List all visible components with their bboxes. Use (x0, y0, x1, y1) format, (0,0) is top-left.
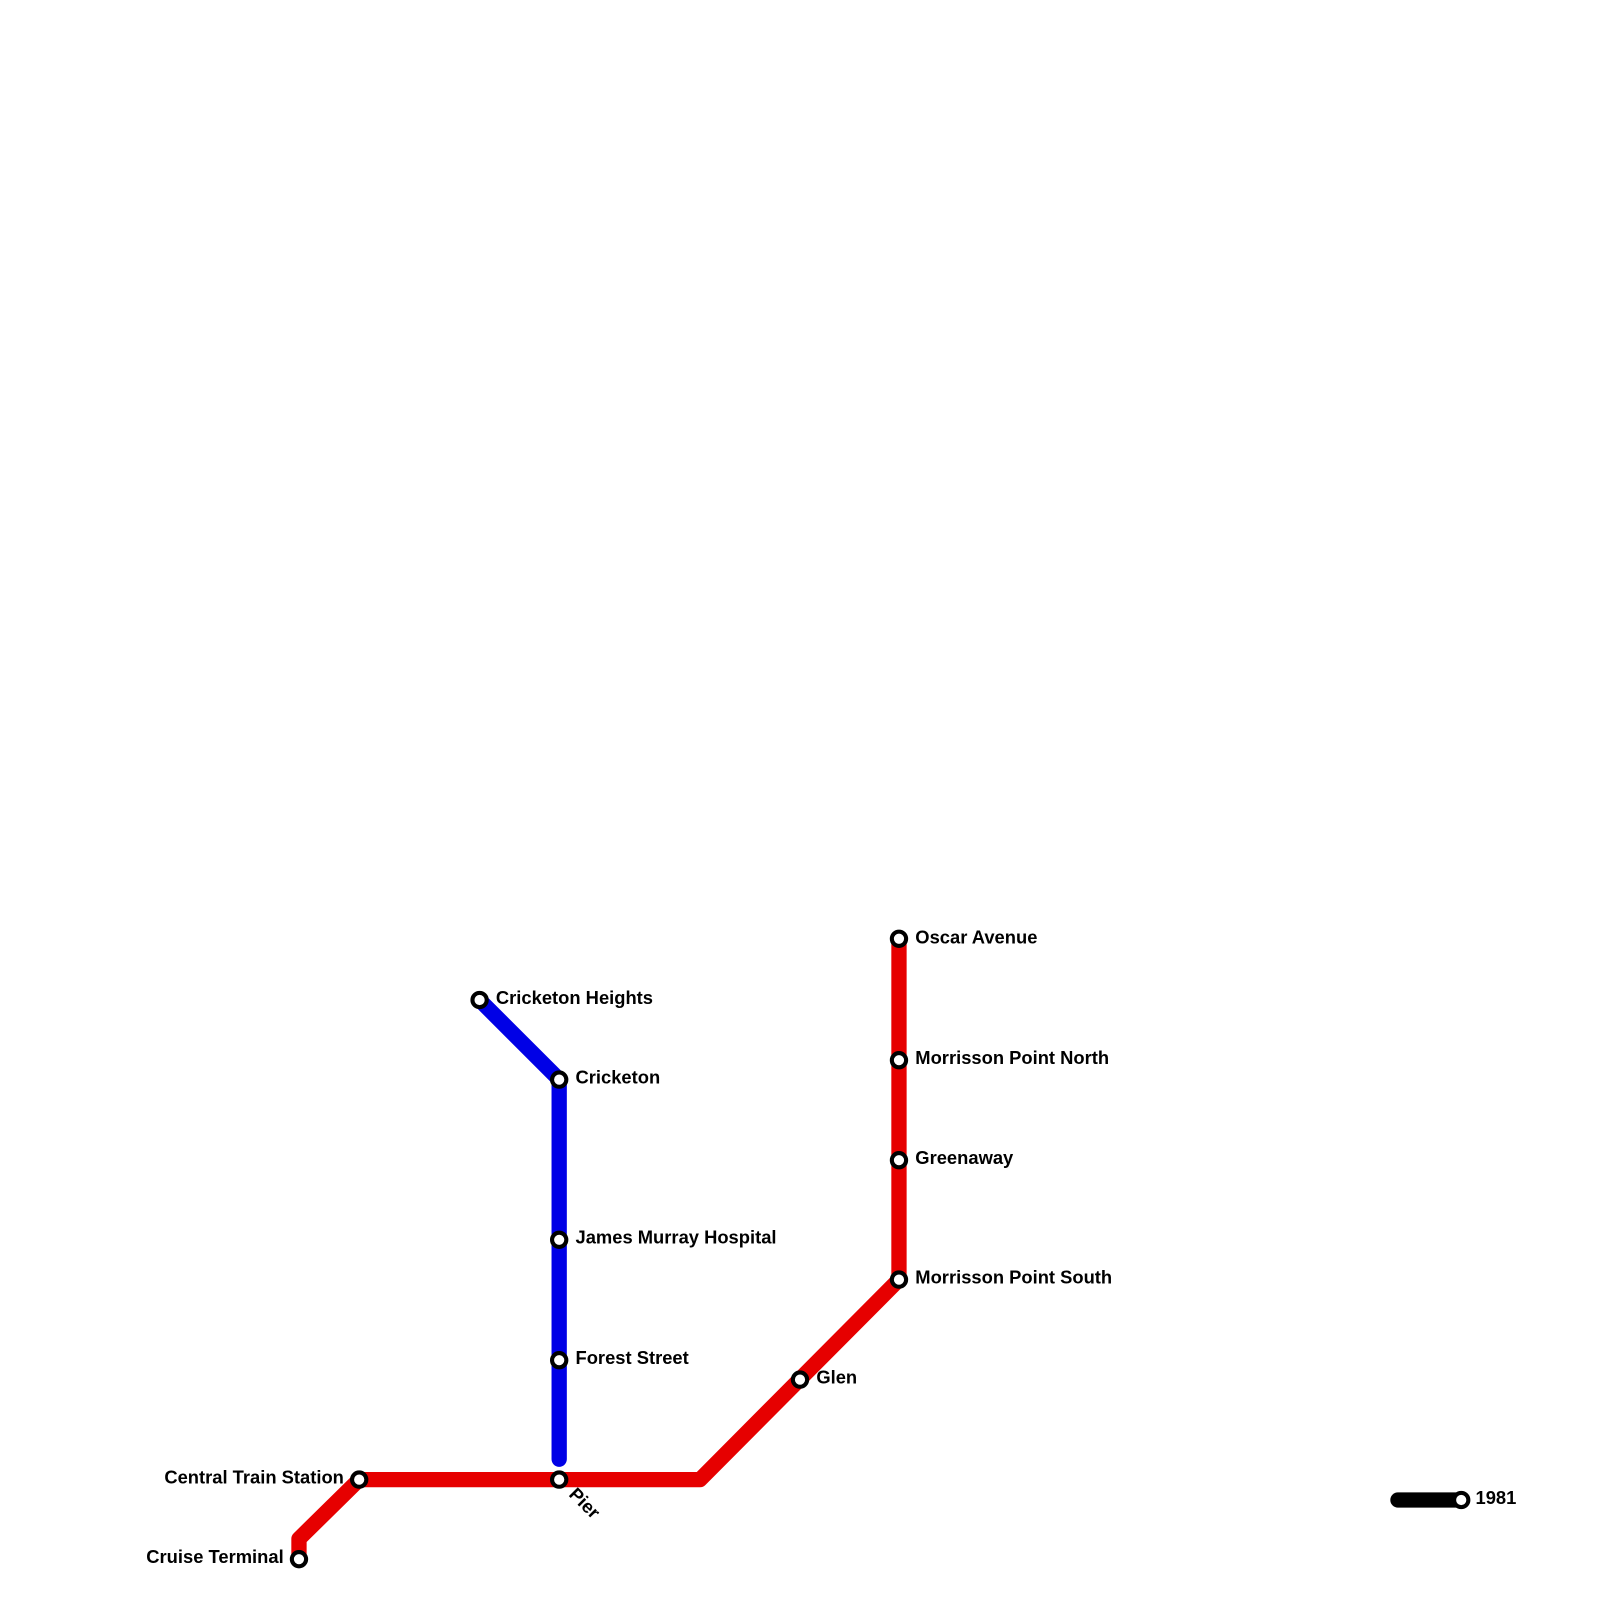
station-label: Forest Street (576, 1347, 689, 1368)
station-label: Central Train Station (164, 1466, 344, 1487)
station-marker (550, 1470, 569, 1489)
station-label: James Murray Hospital (576, 1227, 777, 1248)
station-label: Cricketon Heights (496, 987, 653, 1008)
station-marker (790, 1370, 810, 1389)
station-label: Cruise Terminal (146, 1546, 283, 1567)
station-label: Oscar Avenue (915, 927, 1037, 948)
station-marker (889, 929, 909, 948)
red-line (291, 931, 907, 1567)
station-label: Pier (565, 1483, 604, 1522)
station-marker (470, 990, 489, 1010)
station-marker (889, 1151, 909, 1170)
station-label: Greenaway (915, 1147, 1014, 1168)
station-labels: Oscar Avenue Cricketon Heights Morrisson… (146, 927, 1516, 1567)
station-label: Morrisson Point North (915, 1047, 1109, 1068)
legend-label: 1981 (1476, 1487, 1517, 1508)
station-marker (889, 1051, 909, 1070)
station-marker (289, 1550, 309, 1569)
legend-marker (1452, 1490, 1471, 1510)
station-marker (550, 1230, 569, 1249)
station-marker (550, 1070, 569, 1089)
station-marker (889, 1270, 909, 1289)
station-label: Cricketon (576, 1066, 661, 1087)
station-label: Glen (816, 1366, 857, 1387)
station-marker (550, 1351, 569, 1370)
blue-line (471, 992, 567, 1467)
station-markers (289, 929, 1471, 1569)
station-label: Morrisson Point South (915, 1266, 1112, 1287)
station-marker (350, 1470, 369, 1489)
